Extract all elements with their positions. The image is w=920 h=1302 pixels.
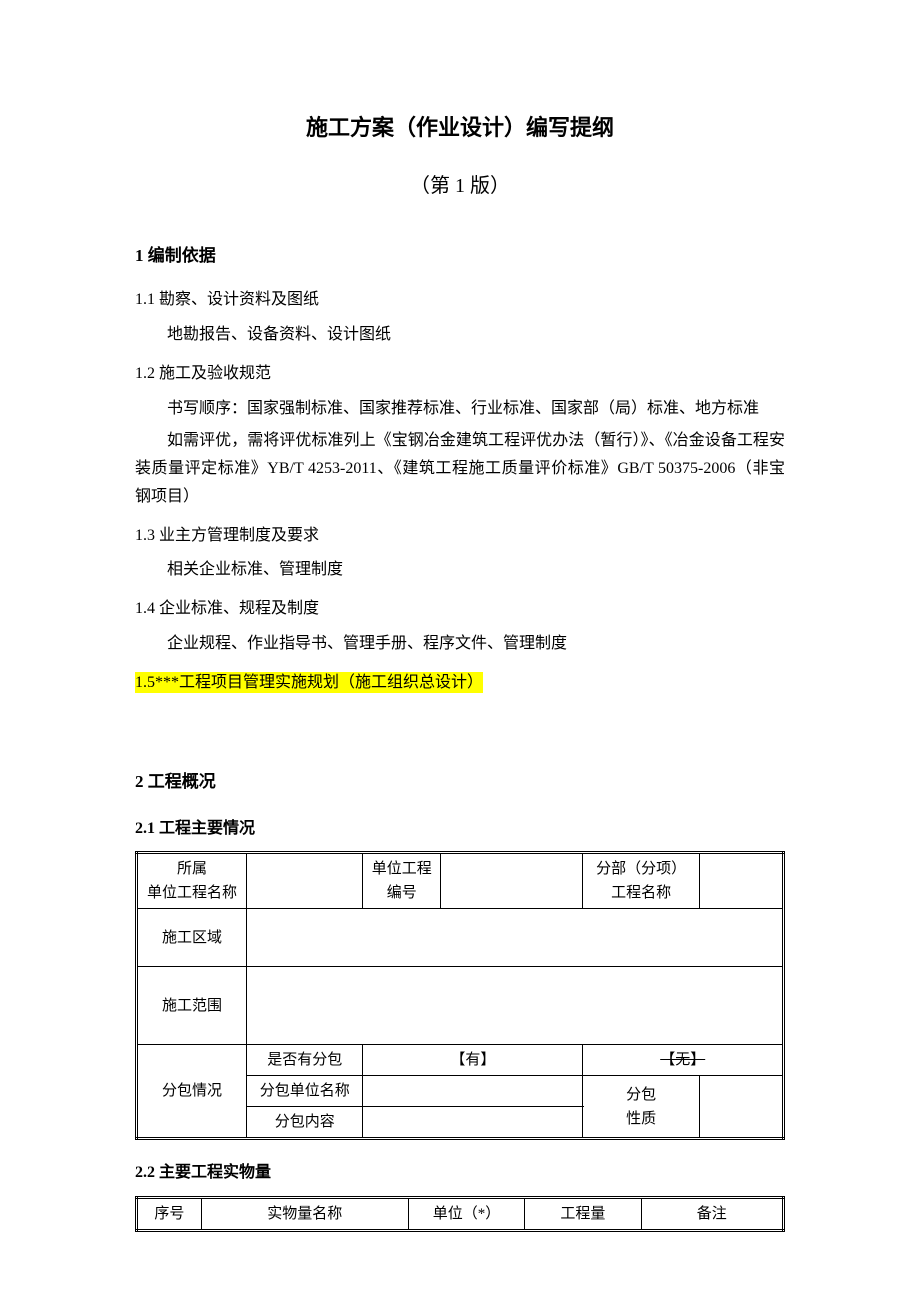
- section-1-1-heading: 1.1 勘察、设计资料及图纸: [135, 287, 785, 313]
- col-amount: 工程量: [525, 1197, 641, 1230]
- section-1-5-heading: 1.5***工程项目管理实施规划（施工组织总设计）: [135, 670, 785, 696]
- section-1-2-body-2: 如需评优，需将评优标准列上《宝钢冶金建筑工程评优办法（暂行）》、《冶金设备工程安…: [135, 427, 785, 511]
- section-1-4-body: 企业规程、作业指导书、管理手册、程序文件、管理制度: [135, 630, 785, 658]
- cell-blank: [246, 853, 362, 909]
- cell-blank: [441, 853, 583, 909]
- table-row: 所属 单位工程名称 单位工程 编号 分部（分项） 工程名称: [137, 853, 784, 909]
- cell-has-subcontract: 是否有分包: [246, 1045, 362, 1076]
- table-row: 分包情况 是否有分包 【有】 【无】: [137, 1045, 784, 1076]
- col-seq: 序号: [137, 1197, 202, 1230]
- document-title: 施工方案（作业设计）编写提纲: [135, 110, 785, 145]
- cell-blank: [363, 1107, 583, 1139]
- cell-blank: [246, 909, 783, 967]
- section-1-1-body: 地勘报告、设备资料、设计图纸: [135, 321, 785, 349]
- col-unit: 单位（*）: [408, 1197, 524, 1230]
- section-1-heading: 1 编制依据: [135, 242, 785, 269]
- section-1-3-heading: 1.3 业主方管理制度及要求: [135, 523, 785, 549]
- cell-no: 【无】: [583, 1045, 784, 1076]
- table-row: 施工范围: [137, 967, 784, 1045]
- cell-subcontract: 分包情况: [137, 1045, 247, 1139]
- section-2-1-heading: 2.1 工程主要情况: [135, 816, 785, 842]
- table-row: 序号 实物量名称 单位（*） 工程量 备注: [137, 1197, 784, 1230]
- cell-unit-project-name: 所属 单位工程名称: [137, 853, 247, 909]
- section-2-heading: 2 工程概况: [135, 768, 785, 795]
- cell-blank: [699, 853, 783, 909]
- cell-blank: [699, 1076, 783, 1139]
- section-1-3-body: 相关企业标准、管理制度: [135, 556, 785, 584]
- table-row: 施工区域: [137, 909, 784, 967]
- cell-subproject-name: 分部（分项） 工程名称: [583, 853, 699, 909]
- document-subtitle: （第 1 版）: [135, 170, 785, 202]
- col-quantity-name: 实物量名称: [201, 1197, 408, 1230]
- cell-blank: [246, 967, 783, 1045]
- cell-construction-area: 施工区域: [137, 909, 247, 967]
- section-2-2-heading: 2.2 主要工程实物量: [135, 1160, 785, 1186]
- cell-construction-scope: 施工范围: [137, 967, 247, 1045]
- cell-subcontractor-name: 分包单位名称: [246, 1076, 362, 1107]
- cell-blank: [363, 1076, 583, 1107]
- section-1-2-heading: 1.2 施工及验收规范: [135, 361, 785, 387]
- quantity-table: 序号 实物量名称 单位（*） 工程量 备注: [135, 1196, 785, 1232]
- cell-yes: 【有】: [363, 1045, 583, 1076]
- cell-unit-project-number: 单位工程 编号: [363, 853, 441, 909]
- cell-subcontract-content: 分包内容: [246, 1107, 362, 1139]
- section-1-2-body-1: 书写顺序：国家强制标准、国家推荐标准、行业标准、国家部（局）标准、地方标准: [135, 395, 785, 423]
- project-overview-table: 所属 单位工程名称 单位工程 编号 分部（分项） 工程名称 施工区域 施工范围 …: [135, 851, 785, 1140]
- col-remark: 备注: [641, 1197, 783, 1230]
- section-1-4-heading: 1.4 企业标准、规程及制度: [135, 596, 785, 622]
- cell-subcontract-nature: 分包 性质: [583, 1076, 699, 1139]
